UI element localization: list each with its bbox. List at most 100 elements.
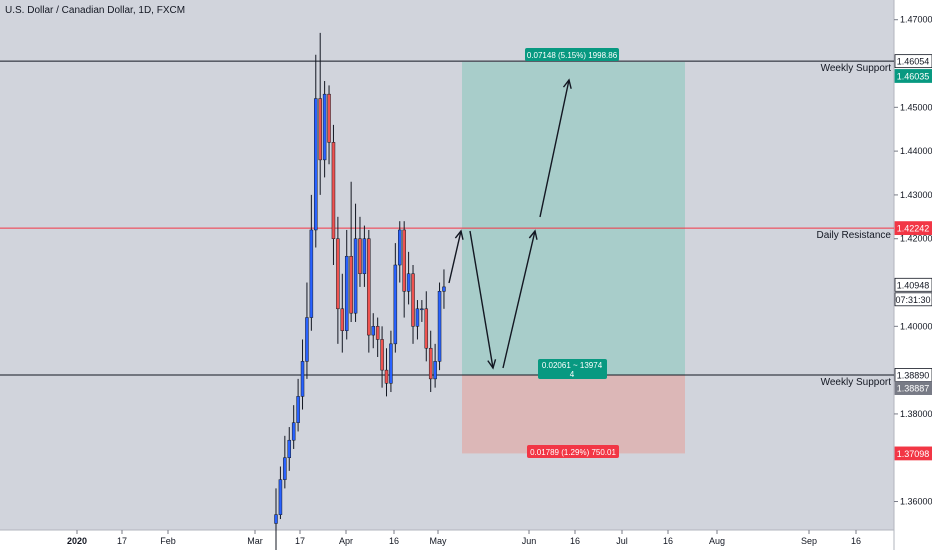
candle-up — [300, 361, 305, 397]
arrow-head — [454, 229, 464, 240]
candle-up — [415, 308, 420, 327]
price-badge-label: 1.42242 — [897, 224, 930, 234]
last-price-badge — [894, 277, 932, 292]
time-tick-label: 16 — [851, 536, 861, 546]
level-label: Weekly Support — [821, 63, 892, 74]
projection-arrow[interactable] — [539, 79, 570, 218]
candle-up — [291, 422, 296, 441]
candle-down — [340, 308, 345, 331]
stop-label: 0.01789 (1.29%) 750.01 — [530, 448, 616, 457]
countdown-badge — [894, 292, 932, 307]
time-tick-label: Jun — [522, 536, 537, 546]
candle-up — [296, 396, 300, 423]
candle-down — [367, 238, 371, 336]
candle-up — [322, 93, 327, 161]
candle-up — [314, 98, 318, 231]
time-tick-label: Jul — [616, 536, 628, 546]
time-tick-label: Feb — [160, 536, 176, 546]
entry-label-qty: 4 — [570, 370, 575, 379]
candle-down — [358, 238, 362, 275]
candle-up — [283, 457, 287, 480]
candle-up — [353, 238, 358, 314]
candle-up — [393, 264, 398, 345]
candle-down — [424, 308, 429, 349]
candle-down — [411, 273, 415, 327]
price-tick-label: 1.47000 — [900, 15, 932, 25]
price-tick-label: 1.43000 — [900, 190, 932, 200]
candle-up — [309, 229, 314, 318]
candle-up — [398, 229, 402, 266]
candle-down — [375, 326, 380, 340]
price-tick-label: 1.40000 — [900, 321, 932, 331]
price-badge-label: 1.37098 — [897, 449, 930, 459]
candle-up — [389, 343, 393, 384]
level-label: Daily Resistance — [817, 230, 892, 241]
price-badge — [894, 69, 932, 83]
time-tick-label: Mar — [247, 536, 263, 546]
candle-up — [305, 317, 309, 362]
stop-label-bg — [527, 445, 619, 458]
time-tick-label: May — [429, 536, 447, 546]
level-label: Weekly Support — [821, 377, 892, 388]
candle-up — [420, 308, 424, 311]
time-tick-label: 16 — [389, 536, 399, 546]
candle-down — [428, 347, 433, 380]
candle-down — [336, 238, 340, 310]
candle-up — [442, 286, 446, 292]
candle-up — [371, 326, 375, 336]
time-tick-label: 16 — [663, 536, 673, 546]
price-badge-label: 1.38887 — [897, 384, 930, 394]
time-tick-label: 17 — [117, 536, 127, 546]
arrow-head — [562, 78, 572, 89]
candle-down — [349, 255, 353, 314]
projection-arrow[interactable] — [502, 230, 536, 369]
target-label: 0.07148 (5.15%) 1998.86 — [527, 51, 618, 60]
price-badge-label: 1.46035 — [897, 71, 930, 81]
candle-up — [406, 273, 411, 292]
plot-background — [0, 0, 894, 530]
candle-up — [433, 361, 437, 380]
projection-arrow[interactable] — [448, 230, 462, 284]
loss-zone[interactable] — [462, 375, 685, 454]
candle-up — [278, 479, 283, 515]
profit-zone[interactable] — [462, 61, 685, 376]
chart-title: U.S. Dollar / Canadian Dollar, 1D, FXCM — [5, 5, 186, 16]
time-tick-label: Aug — [709, 536, 725, 546]
candle-up — [287, 439, 292, 458]
candle-up — [274, 514, 278, 524]
time-axis-background — [0, 530, 894, 550]
entry-label-bg — [538, 359, 607, 379]
time-tick-label: 16 — [570, 536, 580, 546]
time-tick-label: Sep — [801, 536, 817, 546]
candle-down — [331, 142, 336, 239]
candle-down — [402, 229, 406, 292]
arrow-head — [528, 229, 538, 240]
countdown-label: 07:31:30 — [895, 295, 930, 305]
price-badge — [894, 381, 932, 395]
arrow-head — [487, 359, 497, 370]
candle-up — [344, 255, 349, 331]
candle-down — [380, 339, 384, 371]
price-badge-label: 1.46054 — [897, 57, 930, 67]
candle-up — [437, 291, 442, 362]
candle-down — [327, 93, 331, 143]
candle-up — [362, 238, 367, 275]
candle-down — [318, 98, 322, 161]
price-badge — [894, 221, 932, 236]
projection-arrow[interactable] — [469, 230, 494, 369]
price-tick-label: 1.38000 — [900, 409, 932, 419]
target-label-bg — [525, 48, 619, 61]
entry-label: 0.02061 ~ 13974 — [542, 361, 603, 370]
time-tick-label: 17 — [295, 536, 305, 546]
time-tick-label: Apr — [339, 536, 353, 546]
price-tick-label: 1.44000 — [900, 146, 932, 156]
price-tick-label: 1.36000 — [900, 497, 932, 507]
time-tick-label: 2020 — [67, 536, 87, 546]
candle-down — [384, 369, 389, 384]
price-badge — [894, 54, 932, 69]
price-tick-label: 1.45000 — [900, 102, 932, 112]
price-badge — [894, 446, 932, 461]
price-badge-label: 1.38890 — [897, 370, 930, 380]
